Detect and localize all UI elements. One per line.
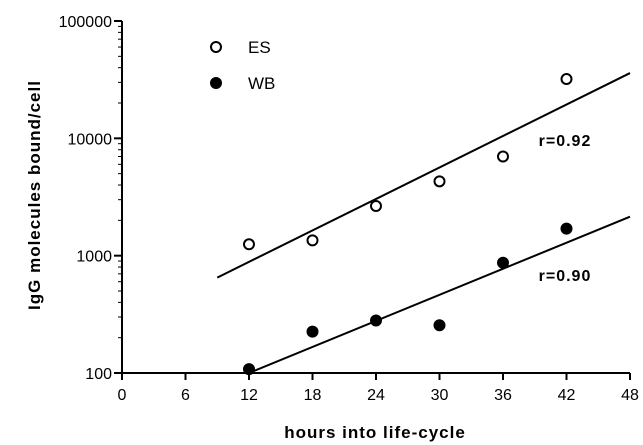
point-wb xyxy=(497,256,509,269)
x-tick-label: 36 xyxy=(494,387,512,404)
point-es xyxy=(560,73,573,86)
x-tick-label: 18 xyxy=(304,387,322,404)
y-tick-label: 100000 xyxy=(59,14,112,31)
legend-marker-wb xyxy=(210,77,222,89)
y-tick-label: 1000 xyxy=(76,249,112,266)
x-tick-label: 24 xyxy=(367,387,385,404)
x-tick-label: 30 xyxy=(431,387,449,404)
legend: ES WB xyxy=(210,38,275,93)
y-axis-ticks: 100 1000 10000 100000 xyxy=(59,14,122,383)
x-tick-label: 48 xyxy=(621,387,639,404)
fit-line-wb xyxy=(248,215,631,374)
x-axis-title: hours into life-cycle xyxy=(284,423,466,442)
point-es xyxy=(370,200,382,213)
x-tick-label: 12 xyxy=(240,387,258,404)
x-tick-label: 0 xyxy=(118,387,127,404)
legend-label-es: ES xyxy=(248,38,271,57)
y-tick-label: 10000 xyxy=(68,131,113,148)
annotation-wb: r=0.90 xyxy=(539,268,592,285)
y-axis-title: IgG molecules bound/cell xyxy=(25,80,44,310)
point-wb xyxy=(433,319,446,332)
point-es xyxy=(497,150,509,163)
x-axis-ticks: 0 6 12 18 24 30 36 42 48 xyxy=(118,373,639,404)
annotation-es: r=0.92 xyxy=(539,133,592,150)
legend-label-wb: WB xyxy=(248,74,275,93)
point-es xyxy=(306,234,319,247)
point-es xyxy=(243,238,255,251)
point-es xyxy=(433,175,446,188)
data-points xyxy=(243,73,573,376)
point-wb xyxy=(370,314,382,327)
x-tick-label: 6 xyxy=(181,387,190,404)
annotations: r=0.92 r=0.90 xyxy=(539,133,592,285)
x-tick-label: 42 xyxy=(558,387,576,404)
fit-lines xyxy=(216,72,631,374)
point-wb xyxy=(306,325,319,338)
legend-marker-es xyxy=(210,41,222,53)
y-tick-label: 100 xyxy=(85,366,112,383)
point-wb xyxy=(243,363,255,376)
fit-line-es xyxy=(216,72,631,279)
point-wb xyxy=(560,222,573,235)
